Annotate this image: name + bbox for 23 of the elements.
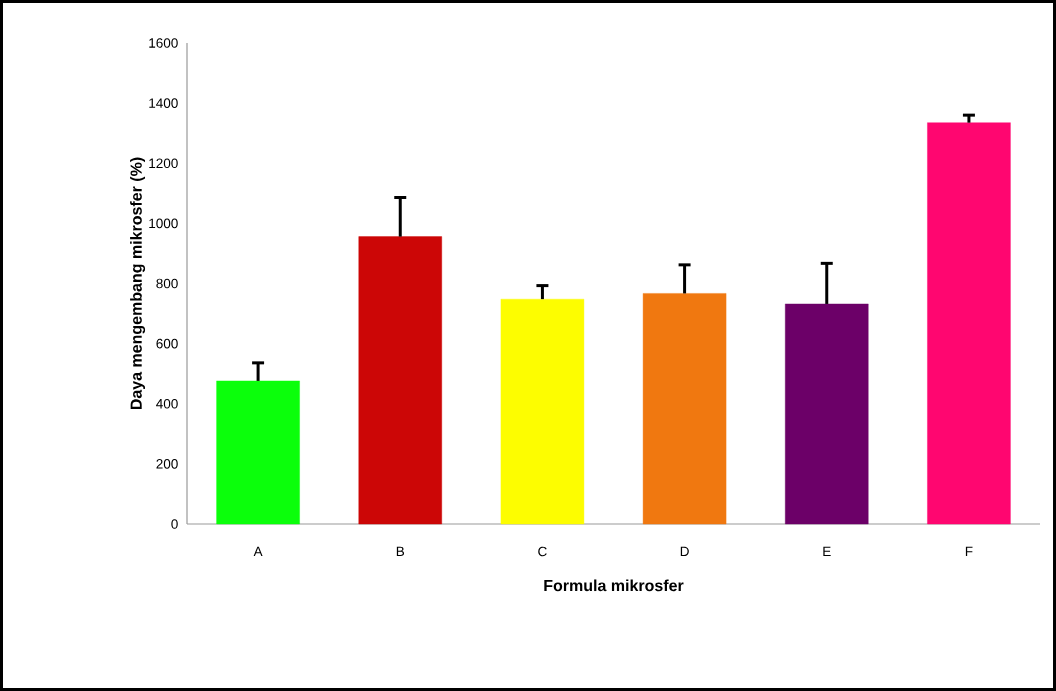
x-tick-label: E bbox=[823, 546, 831, 556]
bar bbox=[927, 122, 1011, 525]
y-axis-title: Daya mengembang mikrosfer (%) bbox=[130, 157, 146, 410]
y-tick-label: 400 bbox=[156, 398, 178, 409]
y-tick-label: 600 bbox=[156, 338, 178, 349]
bar bbox=[358, 236, 442, 525]
bar bbox=[642, 293, 727, 525]
y-tick-label: 1400 bbox=[149, 98, 178, 108]
bar bbox=[216, 380, 300, 525]
y-tick-label: 200 bbox=[156, 459, 178, 469]
y-tick-label: 1000 bbox=[149, 218, 178, 229]
x-tick-label: D bbox=[680, 546, 689, 556]
x-tick-label: A bbox=[253, 546, 263, 556]
y-tick-label: 1600 bbox=[149, 38, 178, 48]
bar bbox=[500, 298, 585, 525]
x-tick-label: F bbox=[965, 546, 973, 556]
y-tick-label: 0 bbox=[171, 519, 178, 529]
x-tick-label: B bbox=[396, 546, 405, 556]
x-tick-label: C bbox=[538, 546, 547, 557]
y-tick-label: 1200 bbox=[149, 158, 178, 169]
x-axis-title: Formula mikrosfer bbox=[544, 579, 684, 592]
bar bbox=[785, 303, 869, 525]
y-tick-label: 800 bbox=[156, 278, 178, 289]
